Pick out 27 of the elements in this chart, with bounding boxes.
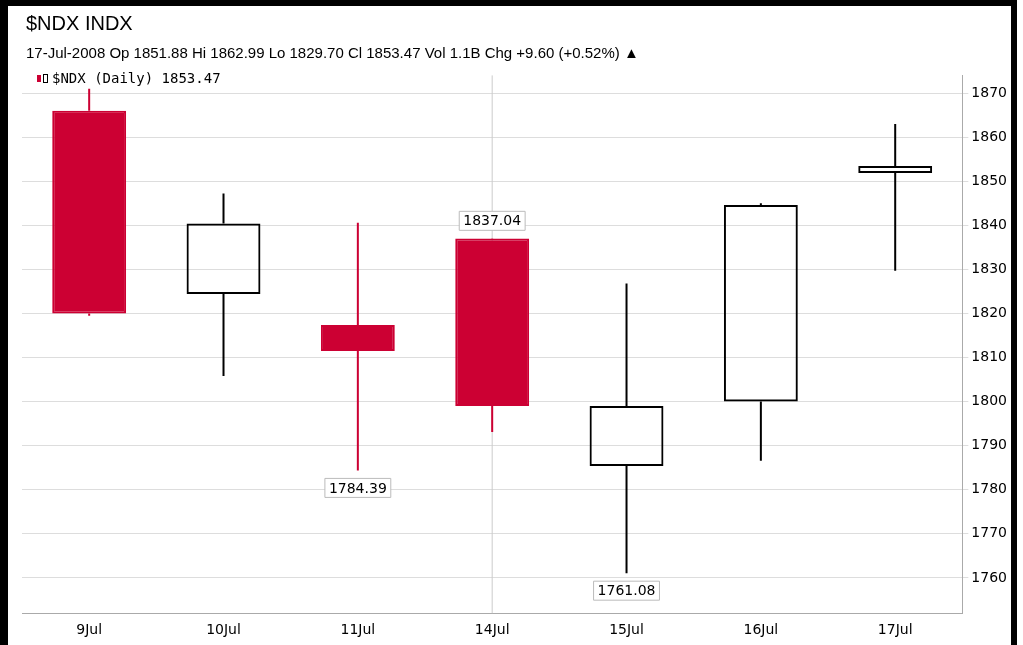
x-tick-label: 9Jul (76, 621, 103, 638)
y-tick-label: 1840 (971, 215, 1008, 232)
annotation: 1761.08 (597, 582, 656, 599)
x-tick-label: 11Jul (340, 621, 376, 638)
x-tick-label: 10Jul (206, 621, 241, 638)
x-tick-label: 15Jul (609, 621, 644, 638)
y-tick-label: 1860 (971, 127, 1008, 144)
y-tick-label: 1830 (971, 260, 1008, 276)
y-tick-label: 1820 (971, 304, 1008, 321)
x-tick-label: 14Jul (474, 621, 510, 638)
y-tick-label: 1870 (971, 83, 1008, 100)
annotation: 1837.04 (463, 212, 522, 229)
annotation: 1784.39 (328, 479, 387, 496)
y-tick-label: 1780 (971, 480, 1008, 497)
candlestick (320, 221, 395, 472)
y-tick-label: 1850 (971, 171, 1008, 188)
y-tick-label: 1790 (971, 436, 1008, 453)
y-tick-label: 1770 (971, 524, 1008, 541)
chart-subtitle: 17-Jul-2008 Op 1851.88 Hi 1862.99 Lo 1829.70 Cl 1853.47 Vol 1.1B Chg +9.60 (+0.52%) ▲ (26, 44, 639, 61)
chart-title: $NDX INDX (26, 12, 133, 35)
x-tick-label: 16Jul (743, 621, 779, 638)
y-tick-label: 1810 (971, 348, 1008, 365)
x-tick-label: 17Jul (877, 621, 913, 638)
y-tick-label: 1760 (971, 568, 1008, 585)
y-tick-label: 1800 (971, 392, 1008, 409)
candlestick (52, 87, 127, 317)
legend-label: $NDX (Daily) 1853.47 (52, 70, 221, 86)
